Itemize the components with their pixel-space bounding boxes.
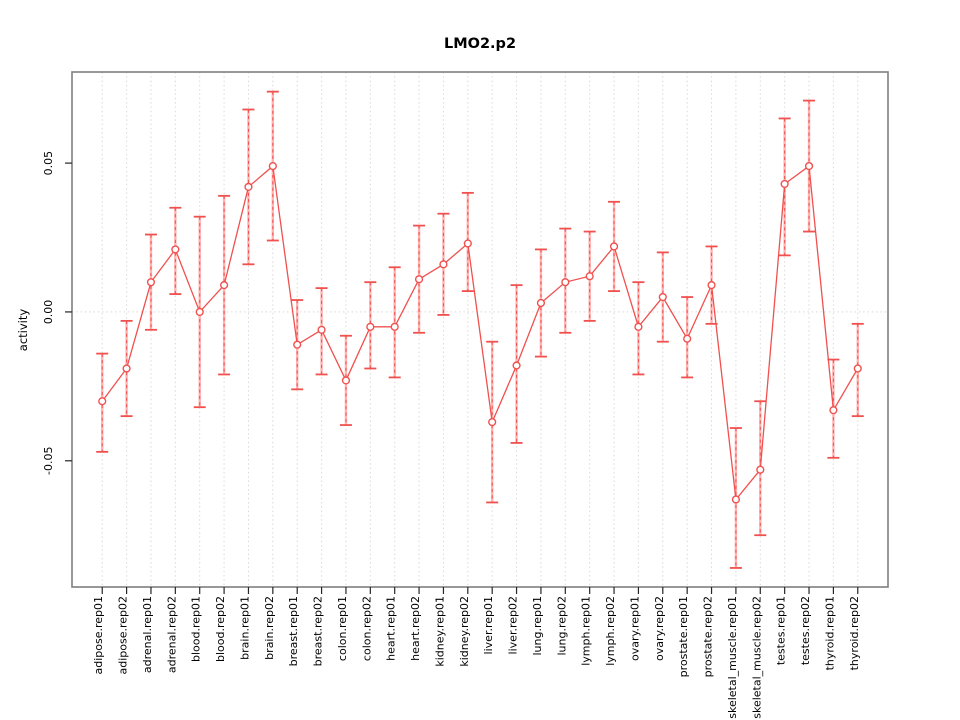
data-point: [390, 322, 399, 331]
x-tick-label: adipose.rep02: [117, 596, 130, 675]
data-point: [366, 322, 375, 331]
x-tick-label: ovary.rep02: [653, 596, 666, 661]
axes: [65, 71, 889, 594]
x-tick-label: skeletal_muscle.rep01: [726, 596, 739, 719]
data-point: [341, 376, 351, 385]
data-point: [536, 298, 546, 308]
x-tick-label: lung.rep02: [555, 596, 568, 656]
data-point: [317, 325, 326, 334]
x-tick-label: thyroid.rep02: [848, 596, 861, 670]
x-tick-label: heart.rep02: [409, 596, 422, 661]
data-point: [219, 281, 229, 290]
data-point: [439, 260, 448, 269]
x-tick-label: kidney.rep01: [433, 596, 446, 667]
data-point: [585, 272, 594, 281]
data-point: [268, 161, 277, 171]
data-point: [561, 278, 570, 287]
x-tick-label: lymph.rep02: [604, 596, 617, 666]
x-tick-label: colon.rep01: [336, 596, 349, 661]
plot-box: [71, 71, 889, 588]
x-tick-label: breast.rep01: [287, 596, 300, 666]
data-point: [756, 465, 765, 474]
data-point: [609, 242, 619, 251]
data-point: [707, 281, 716, 290]
x-tick-label: liver.rep01: [482, 596, 495, 654]
x-tick-label: brain.rep02: [263, 596, 276, 660]
x-tick-label: liver.rep02: [507, 596, 520, 654]
x-tick-label: ovary.rep01: [628, 596, 641, 661]
data-point: [244, 182, 253, 192]
series-line: [101, 164, 859, 502]
x-tick-label: adrenal.rep01: [141, 596, 154, 673]
x-tick-label: colon.rep02: [360, 596, 373, 661]
x-tick-label: kidney.rep02: [458, 596, 471, 667]
x-tick-label: breast.rep02: [312, 596, 325, 666]
x-tick-label: testes.rep01: [775, 596, 788, 665]
x-tick-label: testes.rep02: [799, 596, 812, 665]
axis-tick-labels: -0.05 0.00 0.05 adipose.rep01 adipose.rep02 a…: [42, 151, 861, 719]
x-tick-label: blood.rep01: [190, 596, 203, 662]
x-tick-label: blood.rep02: [214, 596, 227, 662]
data-point: [122, 364, 131, 373]
y-axis-title: activity: [16, 309, 30, 352]
chart-title: LMO2.p2: [444, 36, 516, 52]
grid-lines: [72, 72, 888, 587]
data-point: [512, 361, 521, 370]
series-polyline: [101, 164, 859, 502]
x-tick-label: skeletal_muscle.rep02: [750, 596, 763, 719]
x-tick-label: prostate.rep02: [702, 596, 715, 677]
x-tick-label: brain.rep01: [238, 596, 251, 660]
data-point: [488, 417, 497, 427]
data-point: [804, 161, 814, 171]
data-point: [463, 239, 472, 248]
data-point: [195, 307, 204, 317]
y-tick-label: 0.00: [42, 300, 55, 325]
data-point: [731, 495, 741, 504]
data-point: [146, 278, 156, 287]
data-point: [414, 275, 424, 284]
data-point: [634, 322, 643, 331]
x-tick-label: adrenal.rep02: [165, 596, 178, 673]
data-point: [658, 292, 667, 302]
data-points: [98, 161, 862, 504]
data-point: [293, 340, 302, 349]
x-tick-label: lymph.rep01: [580, 596, 593, 666]
data-point: [829, 406, 838, 415]
data-point: [683, 334, 692, 343]
y-tick-label: -0.05: [42, 447, 55, 475]
data-point: [98, 397, 107, 406]
y-tick-label: 0.05: [42, 151, 55, 176]
x-tick-label: lung.rep01: [531, 596, 544, 656]
data-point: [780, 179, 789, 189]
data-point: [853, 364, 862, 373]
x-tick-label: prostate.rep01: [677, 596, 690, 677]
x-tick-label: thyroid.rep01: [823, 596, 836, 670]
x-tick-label: heart.rep01: [385, 596, 398, 661]
data-point: [171, 245, 180, 254]
x-tick-label: adipose.rep01: [92, 596, 105, 675]
